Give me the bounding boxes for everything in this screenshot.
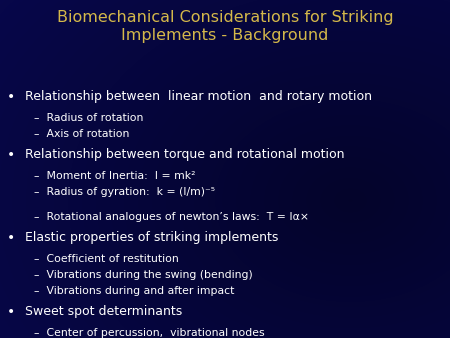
Text: –  Rotational analogues of newton’s laws:  T = Iα×: – Rotational analogues of newton’s laws:… (34, 212, 309, 222)
Text: –  Axis of rotation: – Axis of rotation (34, 129, 129, 139)
Text: –  Vibrations during the swing (bending): – Vibrations during the swing (bending) (34, 270, 252, 280)
Text: •: • (7, 148, 15, 162)
Text: –  Moment of Inertia:  I = mk²: – Moment of Inertia: I = mk² (34, 171, 195, 181)
Text: Biomechanical Considerations for Striking
Implements - Background: Biomechanical Considerations for Strikin… (57, 10, 393, 43)
Text: Relationship between  linear motion  and rotary motion: Relationship between linear motion and r… (25, 90, 372, 102)
Text: –  Coefficient of restitution: – Coefficient of restitution (34, 254, 179, 264)
Text: –  Radius of gyration:  k = (I/m)⁻⁵: – Radius of gyration: k = (I/m)⁻⁵ (34, 187, 215, 197)
Text: Relationship between torque and rotational motion: Relationship between torque and rotation… (25, 148, 344, 161)
Text: Elastic properties of striking implements: Elastic properties of striking implement… (25, 231, 278, 244)
Text: •: • (7, 90, 15, 103)
Text: –  Radius of rotation: – Radius of rotation (34, 113, 143, 123)
Text: •: • (7, 305, 15, 319)
Text: •: • (7, 231, 15, 245)
Text: –  Vibrations during and after impact: – Vibrations during and after impact (34, 286, 234, 296)
Text: Sweet spot determinants: Sweet spot determinants (25, 305, 182, 318)
Text: –  Center of percussion,  vibrational nodes: – Center of percussion, vibrational node… (34, 328, 265, 338)
